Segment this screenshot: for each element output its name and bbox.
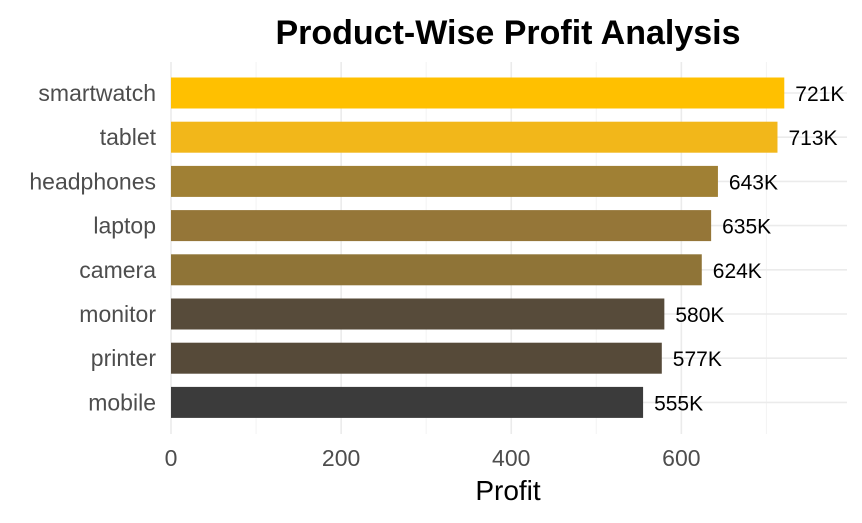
category-label: smartwatch: [38, 80, 156, 106]
data-label: 624K: [713, 260, 762, 283]
data-labels: 721K 713K 643K 635K 624K 580K 577K 555K: [654, 83, 844, 415]
bar-tablet: [171, 121, 778, 153]
category-label: camera: [79, 257, 156, 283]
category-label: headphones: [29, 168, 156, 194]
data-label: 721K: [795, 83, 844, 106]
data-label: 643K: [729, 171, 778, 194]
category-label: tablet: [100, 124, 157, 150]
category-label: printer: [91, 345, 157, 371]
data-label: 580K: [675, 304, 724, 327]
bar-mobile: [171, 386, 644, 418]
bar-camera: [171, 254, 702, 286]
x-tick-label: 0: [165, 445, 178, 471]
data-label: 555K: [654, 392, 703, 415]
category-labels: smartwatch tablet headphones laptop camera mo…: [29, 80, 156, 415]
bar-laptop: [171, 210, 712, 242]
x-tick-label: 400: [492, 445, 530, 471]
bar-monitor: [171, 298, 665, 330]
bar-smartwatch: [171, 77, 785, 109]
chart-title: Product-Wise Profit Analysis: [275, 14, 740, 52]
x-tick-label: 600: [662, 445, 700, 471]
bar-printer: [171, 342, 662, 374]
x-tick-labels: 0 200 400 600: [165, 445, 701, 471]
category-label: mobile: [88, 389, 156, 415]
data-label: 577K: [673, 348, 722, 371]
category-label: laptop: [93, 213, 156, 239]
x-axis-title: Profit: [475, 475, 541, 506]
bar-headphones: [171, 165, 718, 197]
category-label: monitor: [79, 301, 156, 327]
data-label: 635K: [722, 216, 771, 239]
grid-lines: [170, 62, 847, 434]
bars-group: [171, 77, 785, 418]
x-tick-label: 200: [322, 445, 360, 471]
data-label: 713K: [788, 127, 837, 150]
